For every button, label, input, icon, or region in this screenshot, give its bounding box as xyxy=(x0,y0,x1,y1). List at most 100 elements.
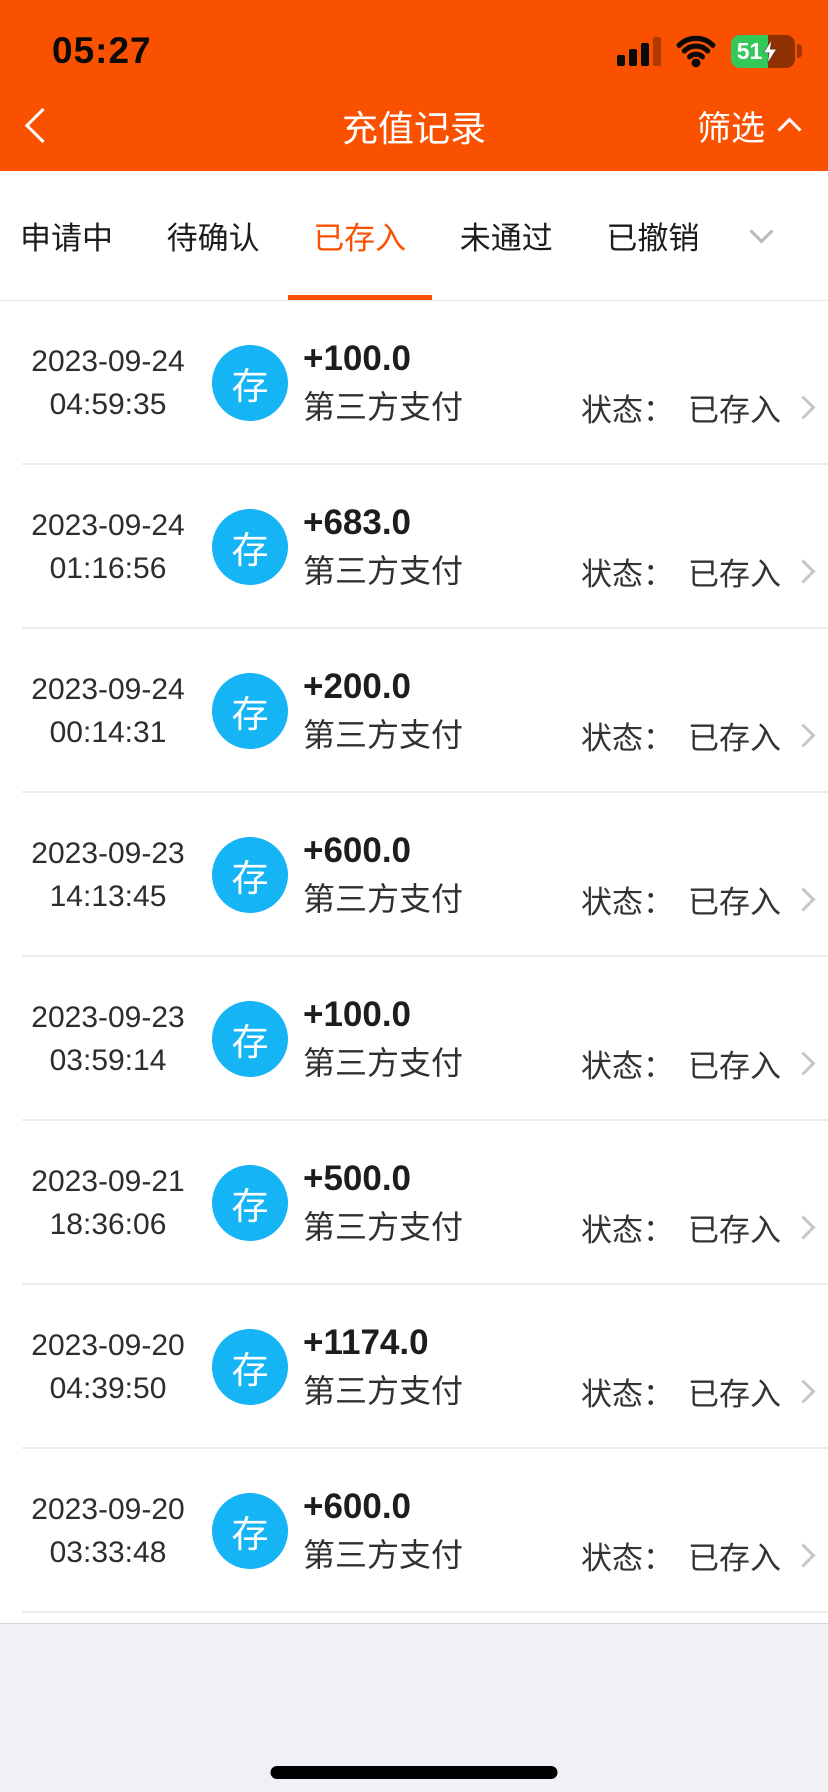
deposit-circle-icon: 存 xyxy=(212,509,288,585)
chevron-right-icon xyxy=(791,395,816,420)
status-bar: 05:27 51 xyxy=(0,0,828,88)
row-status: 状态： 已存入 xyxy=(581,385,816,430)
tab-pending-confirm[interactable]: 待确认 xyxy=(166,221,260,256)
row-detail: +683.0 第三方支付 xyxy=(303,502,464,591)
row-time: 14:13:45 xyxy=(49,880,167,913)
status-time: 05:27 xyxy=(52,30,152,71)
row-method: 第三方支付 xyxy=(303,1536,464,1573)
deposit-circle-icon: 存 xyxy=(212,1329,288,1405)
app-header: 05:27 51 xyxy=(0,0,828,171)
row-date: 2023-09-23 xyxy=(31,1001,185,1034)
home-indicator[interactable] xyxy=(270,1766,558,1779)
deposit-circle-icon: 存 xyxy=(212,673,288,749)
active-tab-underline xyxy=(287,295,432,300)
deposit-circle-icon: 存 xyxy=(212,1493,288,1569)
row-datetime: 2023-09-21 18:36:06 xyxy=(24,1160,192,1246)
tab-revoked[interactable]: 已撤销 xyxy=(606,221,700,256)
row-method: 第三方支付 xyxy=(303,716,464,753)
status-value: 已存入 xyxy=(688,1213,781,1248)
deposit-circle-icon: 存 xyxy=(212,837,288,913)
row-time: 00:14:31 xyxy=(49,716,167,749)
row-method: 第三方支付 xyxy=(303,552,464,589)
filter-button[interactable]: 筛选 xyxy=(697,101,802,150)
status-icons: 51 xyxy=(617,34,802,68)
table-row[interactable]: 2023-09-20 04:39:50 存 +1174.0 第三方支付 状态： … xyxy=(0,1285,828,1449)
row-time: 04:39:50 xyxy=(49,1372,167,1405)
tab-rejected[interactable]: 未通过 xyxy=(459,221,553,256)
row-detail: +1174.0 第三方支付 xyxy=(303,1322,464,1411)
table-row[interactable]: 2023-09-24 00:14:31 存 +200.0 第三方支付 状态： 已… xyxy=(0,629,828,793)
row-method: 第三方支付 xyxy=(303,1208,464,1245)
page-title: 充值记录 xyxy=(341,107,487,149)
row-time: 04:59:35 xyxy=(49,388,167,421)
row-time: 03:59:14 xyxy=(49,1044,167,1077)
chevron-down-icon xyxy=(749,219,774,244)
row-status: 状态： 已存入 xyxy=(581,1205,816,1250)
row-amount: +100.0 xyxy=(303,338,412,378)
row-date: 2023-09-20 xyxy=(31,1493,185,1526)
row-status: 状态： 已存入 xyxy=(581,1041,816,1086)
table-row[interactable]: 2023-09-23 14:13:45 存 +600.0 第三方支付 状态： 已… xyxy=(0,793,828,957)
row-amount: +100.0 xyxy=(303,994,412,1034)
row-date: 2023-09-24 xyxy=(31,345,185,378)
row-amount: +200.0 xyxy=(303,666,412,706)
row-time: 03:33:48 xyxy=(49,1536,167,1569)
row-detail: +500.0 第三方支付 xyxy=(303,1158,464,1247)
tab-deposited[interactable]: 已存入 xyxy=(287,171,432,300)
table-row[interactable]: 2023-09-20 03:33:48 存 +600.0 第三方支付 状态： 已… xyxy=(0,1449,828,1613)
records-list: 2023-09-24 04:59:35 存 +100.0 第三方支付 状态： 已… xyxy=(0,301,828,1613)
chevron-up-icon xyxy=(777,117,802,142)
deposit-badge-char: 存 xyxy=(231,858,269,899)
deposit-badge-char: 存 xyxy=(231,366,269,407)
row-method: 第三方支付 xyxy=(303,1372,464,1409)
row-status: 状态： 已存入 xyxy=(581,877,816,922)
row-status: 状态： 已存入 xyxy=(581,549,816,594)
status-label: 状态： xyxy=(581,393,674,428)
filter-label: 筛选 xyxy=(697,110,765,148)
tab-deposited-label: 已存入 xyxy=(313,221,407,256)
row-detail: +100.0 第三方支付 xyxy=(303,338,463,427)
status-label: 状态： xyxy=(581,1377,674,1412)
row-detail: +100.0 第三方支付 xyxy=(303,994,464,1083)
table-row[interactable]: 2023-09-24 04:59:35 存 +100.0 第三方支付 状态： 已… xyxy=(0,301,828,465)
charging-bolt-icon xyxy=(763,39,777,63)
row-datetime: 2023-09-24 04:59:35 xyxy=(24,340,192,426)
tab-applying[interactable]: 申请中 xyxy=(20,221,113,256)
row-amount: +500.0 xyxy=(303,1158,412,1198)
back-button[interactable] xyxy=(24,107,90,144)
table-row[interactable]: 2023-09-21 18:36:06 存 +500.0 第三方支付 状态： 已… xyxy=(0,1121,828,1285)
status-label: 状态： xyxy=(581,1213,674,1248)
status-value: 已存入 xyxy=(688,1049,781,1084)
row-detail: +200.0 第三方支付 xyxy=(303,666,464,755)
status-label: 状态： xyxy=(581,1049,674,1084)
row-method: 第三方支付 xyxy=(303,1044,464,1081)
row-date: 2023-09-24 xyxy=(31,509,185,542)
row-date: 2023-09-20 xyxy=(31,1329,185,1362)
status-value: 已存入 xyxy=(688,721,781,756)
row-datetime: 2023-09-23 03:59:14 xyxy=(24,996,192,1082)
table-row[interactable]: 2023-09-24 01:16:56 存 +683.0 第三方支付 状态： 已… xyxy=(0,465,828,629)
row-amount: +600.0 xyxy=(303,1486,412,1526)
chevron-right-icon xyxy=(791,723,816,748)
chevron-right-icon xyxy=(791,887,816,912)
deposit-badge-char: 存 xyxy=(231,1022,269,1063)
wifi-icon xyxy=(674,35,718,68)
status-value: 已存入 xyxy=(688,1541,781,1576)
tabs-expand-button[interactable] xyxy=(749,171,774,300)
status-value: 已存入 xyxy=(688,393,781,428)
battery-percent: 51 xyxy=(736,37,763,64)
bottom-safe-area xyxy=(0,1623,828,1792)
deposit-badge-char: 存 xyxy=(231,1514,269,1555)
row-amount: +1174.0 xyxy=(303,1322,429,1362)
deposit-badge-char: 存 xyxy=(231,1186,269,1227)
row-amount: +600.0 xyxy=(303,830,412,870)
table-row[interactable]: 2023-09-23 03:59:14 存 +100.0 第三方支付 状态： 已… xyxy=(0,957,828,1121)
row-time: 18:36:06 xyxy=(49,1208,167,1241)
row-amount: +683.0 xyxy=(303,502,412,542)
row-datetime: 2023-09-20 03:33:48 xyxy=(24,1488,192,1574)
deposit-badge-char: 存 xyxy=(231,530,269,571)
row-datetime: 2023-09-23 14:13:45 xyxy=(24,832,192,918)
chevron-right-icon xyxy=(791,1543,816,1568)
status-label: 状态： xyxy=(581,557,674,592)
row-date: 2023-09-24 xyxy=(31,673,185,706)
